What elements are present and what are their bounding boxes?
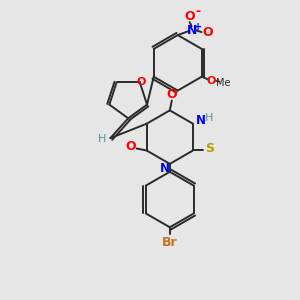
Text: O: O	[202, 26, 213, 39]
Text: N: N	[160, 162, 170, 175]
Text: +: +	[194, 22, 202, 32]
Text: O: O	[125, 140, 136, 153]
Text: O: O	[136, 77, 146, 88]
Text: Me: Me	[216, 78, 231, 88]
Text: N: N	[186, 24, 197, 37]
Text: S: S	[205, 142, 214, 155]
Text: O: O	[167, 88, 177, 101]
Text: O: O	[207, 76, 216, 85]
Text: Br: Br	[162, 236, 178, 249]
Text: H: H	[205, 113, 213, 123]
Text: O: O	[184, 10, 195, 23]
Text: N: N	[196, 114, 206, 127]
Text: H: H	[98, 134, 106, 144]
Text: -: -	[195, 5, 200, 18]
